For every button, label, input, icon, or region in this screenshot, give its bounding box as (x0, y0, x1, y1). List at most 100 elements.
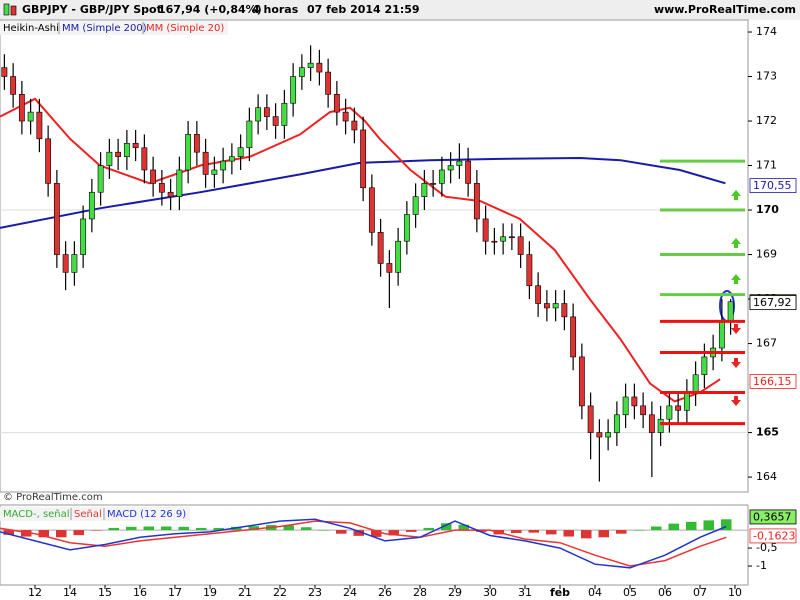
candle-body (718, 321, 725, 349)
candle-body (36, 111, 43, 140)
candle-body (290, 76, 297, 104)
last-price: 167,94 (+0,84%) (158, 3, 262, 16)
x-tick-label: 29 (448, 586, 462, 599)
candle-body (71, 254, 78, 273)
candle-body (123, 142, 130, 157)
y-tick-label: 165 (756, 426, 779, 439)
candle-body (692, 374, 699, 393)
x-tick-label: 31 (518, 586, 532, 599)
candle-body (473, 183, 480, 220)
candle-body (167, 191, 174, 197)
histogram-bar (616, 530, 627, 534)
header-icon (10, 5, 17, 16)
candle-body (386, 263, 393, 273)
candle-body (465, 160, 472, 184)
candle-body (97, 165, 104, 193)
histogram-bar (143, 526, 154, 531)
x-tick-label: 24 (343, 586, 357, 599)
histogram-bar (598, 530, 609, 538)
candle-body (403, 214, 410, 242)
price-label: -0,1623 (753, 529, 795, 542)
candle-body (578, 356, 585, 407)
candle-body (307, 62, 314, 68)
histogram-bar (126, 526, 137, 531)
y-tick-label: 170 (756, 203, 779, 216)
candle-body (683, 392, 690, 411)
histogram-bar (686, 521, 697, 531)
candle-body (342, 111, 349, 122)
x-tick-label: 26 (378, 586, 392, 599)
candle-body (255, 107, 262, 122)
candle-body (53, 183, 60, 255)
candle-body (158, 183, 165, 193)
candle-body (360, 129, 367, 189)
price-label: 166,15 (753, 375, 792, 388)
candle-body (657, 418, 664, 433)
x-tick-label: feb (550, 586, 570, 599)
candle-body (88, 191, 95, 220)
candle-body (535, 285, 542, 304)
chart-title: GBPJPY - GBP/JPY Spot (22, 3, 162, 16)
y-tick-label: 167 (756, 337, 777, 350)
legend-entry: MACD (12 26 9) (107, 509, 186, 520)
candle-body (1, 67, 8, 77)
candle-body (377, 232, 384, 264)
price-label: 167,92 (753, 296, 792, 309)
histogram-bar (458, 524, 469, 531)
candle-body (45, 138, 52, 184)
price-label-box (749, 374, 797, 389)
candle-body (508, 236, 515, 239)
candle-body (193, 134, 200, 153)
arrow-down (731, 396, 741, 406)
candle-body (263, 107, 270, 117)
candle-body (543, 303, 550, 309)
histogram-bar (668, 523, 679, 531)
candle-body (228, 156, 235, 162)
histogram-bar (213, 527, 224, 531)
level-arrows-down (731, 324, 741, 406)
candle-body (115, 151, 122, 157)
candle-body (622, 396, 629, 416)
x-tick-label: 06 (658, 586, 672, 599)
candle-body (141, 147, 148, 171)
x-tick-label: 19 (203, 586, 217, 599)
histogram-bar (528, 530, 539, 533)
candle-body (176, 169, 183, 197)
line (0, 156, 726, 229)
arrow-down (731, 324, 741, 334)
x-tick-label: 16 (133, 586, 147, 599)
line (0, 520, 727, 567)
y-tick-label: 169 (756, 248, 777, 261)
candle-body (211, 169, 218, 175)
candle-body (421, 183, 428, 197)
histogram-bar (73, 530, 84, 536)
candle-body (185, 134, 192, 171)
timeframe: 4 horas (252, 3, 299, 16)
candle-body (281, 102, 288, 126)
histogram-bar (3, 530, 14, 535)
legend-bg (0, 21, 228, 35)
legend-entry: MM (Simple 20) (146, 23, 224, 34)
histogram-bar (406, 530, 417, 532)
histogram-bar (703, 520, 714, 531)
arrow-up (731, 238, 741, 248)
candle-body (395, 240, 402, 273)
level-arrows-up (731, 190, 741, 284)
x-tick-label: 14 (63, 586, 77, 599)
x-tick-label: 05 (623, 586, 637, 599)
histogram-bar (441, 523, 452, 531)
macd-frame (0, 504, 749, 586)
price-label: 0,3657 (753, 510, 792, 523)
y-tick-label: -0,5 (756, 541, 777, 554)
legend-entry: MM (Simple 200) (62, 23, 147, 34)
x-tick-label: 28 (413, 586, 427, 599)
candle-body (491, 240, 498, 243)
histogram-bar (21, 530, 32, 537)
candle-body (587, 405, 594, 433)
arrow-down (731, 358, 741, 368)
candle-body (237, 147, 244, 157)
price-label-box (749, 178, 797, 193)
histogram-bar (318, 530, 329, 531)
y-tick-label: -1 (756, 559, 767, 572)
